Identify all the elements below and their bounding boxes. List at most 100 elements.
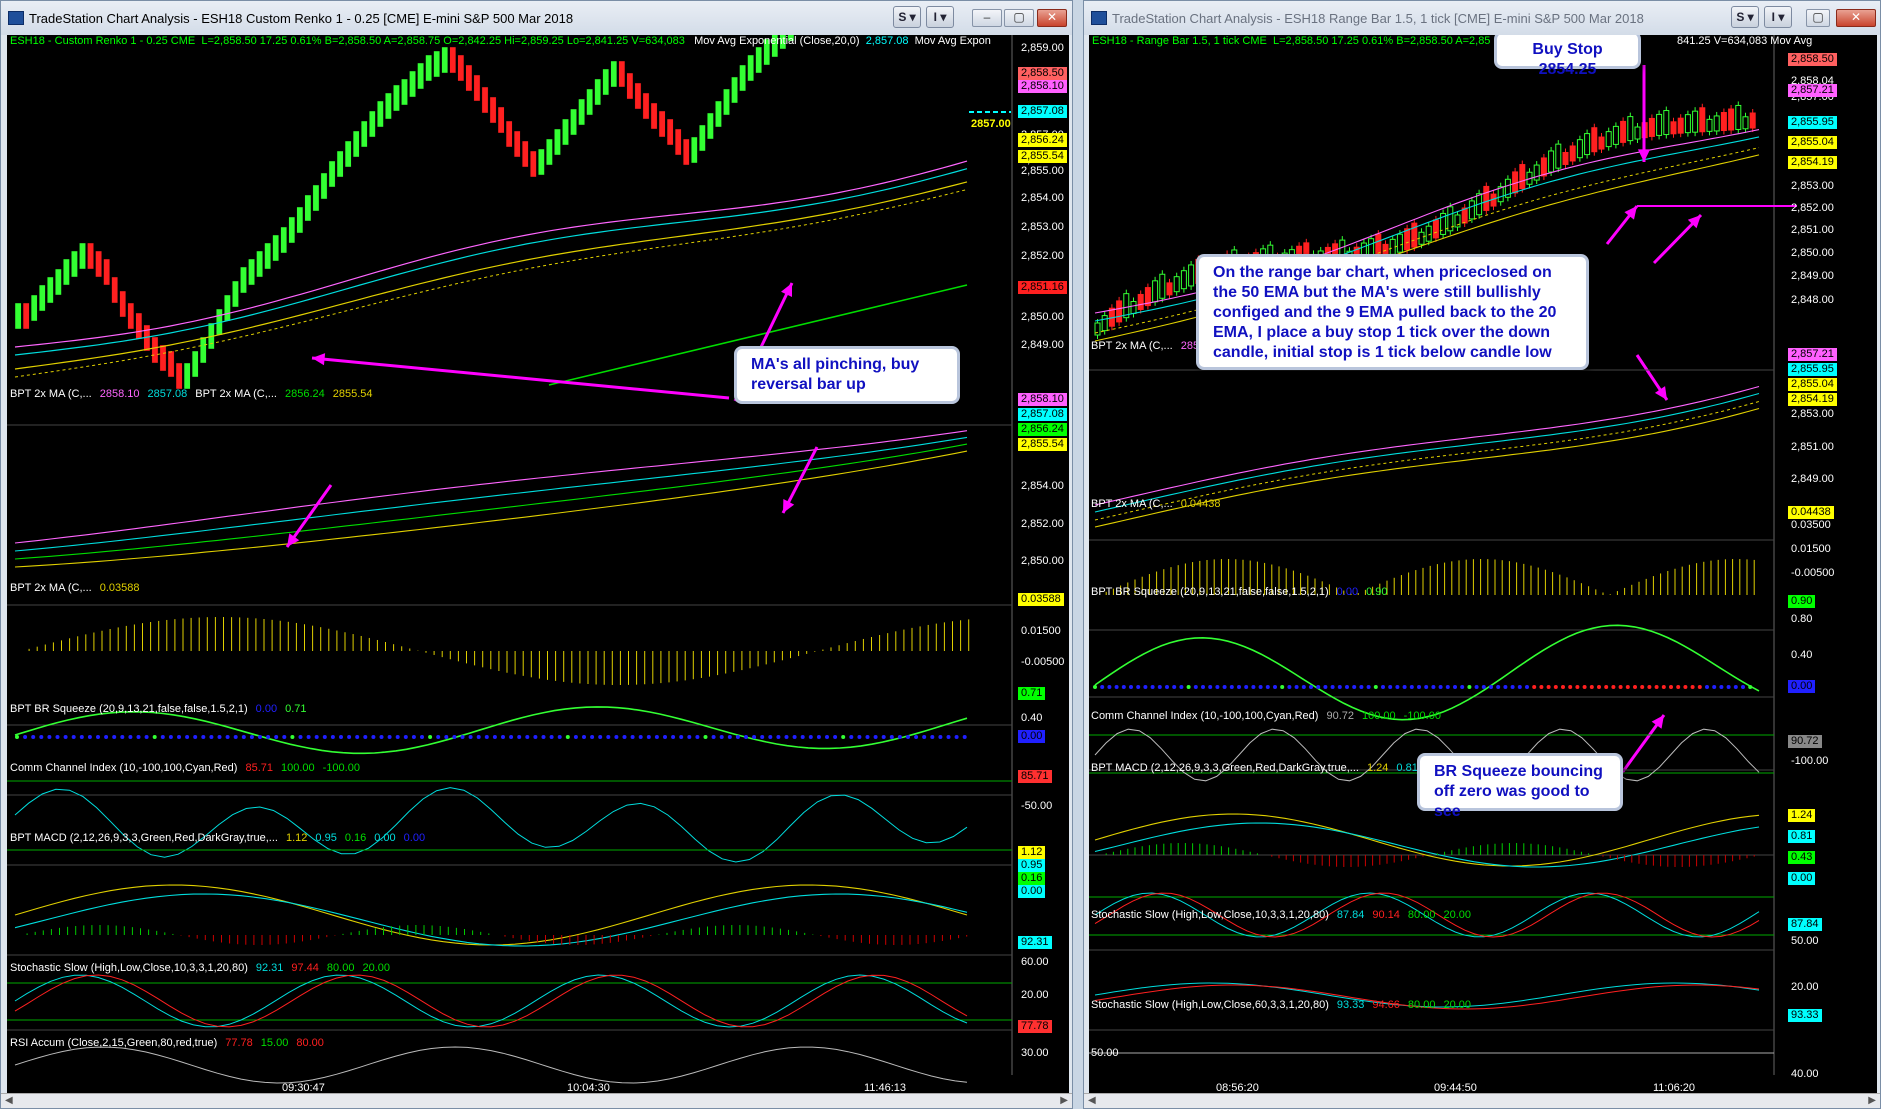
left-stoch-d: [14, 974, 968, 1028]
left-squeeze-dot: [492, 735, 497, 739]
left-squeeze-dot: [136, 735, 141, 739]
left-chart-window[interactable]: TradeStation Chart Analysis - ESH18 Cust…: [0, 0, 1073, 1109]
right-restore-button[interactable]: ▢: [1806, 9, 1830, 27]
right-squeeze-dot: [1251, 685, 1256, 689]
renko-brick: [691, 136, 698, 164]
right-squeeze-dot: [1273, 685, 1277, 689]
right-s-dropdown-button[interactable]: S ▾: [1731, 6, 1759, 28]
left-time-label: 10:04:30: [567, 1082, 610, 1094]
left-squeeze-axis-label: 0.40: [1021, 712, 1043, 724]
right-chart-plot[interactable]: [1089, 35, 1877, 1098]
right-squeeze-dot: [1229, 685, 1234, 689]
right-close-button[interactable]: ✕: [1836, 9, 1876, 27]
renko-brick: [441, 46, 449, 74]
right-candle-body: [1699, 107, 1706, 133]
right-squeeze-dot: [1129, 685, 1133, 689]
right-candle-body: [1677, 117, 1684, 134]
left-squeeze-dot: [881, 735, 886, 739]
renko-brick: [570, 108, 577, 136]
left-squeeze-dot: [735, 735, 740, 739]
renko-brick: [135, 312, 143, 340]
left-squeeze-dot: [509, 735, 514, 739]
right-squeeze-dot: [1294, 685, 1299, 689]
left-squeeze-dot: [752, 735, 757, 739]
right-symbol-header: ESH18 - Range Bar 1.5, 1 tick CME L=2,85…: [1092, 35, 1491, 47]
left-price-tag: 2,858.50: [1018, 67, 1067, 80]
renko-brick: [747, 54, 754, 82]
left-squeeze-dot: [663, 735, 667, 739]
left-maximize-button[interactable]: ▢: [1004, 9, 1034, 27]
right-squeeze-dot: [1438, 685, 1443, 689]
left-squeeze-label: BPT BR Squeeze (20,9,13,21,false,false,1…: [10, 703, 307, 715]
left-squeeze-dot: [298, 735, 303, 739]
renko-brick: [755, 46, 762, 74]
left-squeeze-dot: [484, 735, 489, 739]
renko-brick: [497, 106, 505, 134]
right-chart-window[interactable]: TradeStation Chart Analysis - ESH18 Rang…: [1083, 0, 1881, 1109]
renko-brick: [159, 344, 167, 372]
renko-brick: [666, 118, 674, 146]
left-squeeze-dot: [23, 735, 28, 739]
right-squeeze-dot: [1337, 685, 1342, 689]
arrow-2xma-left-head: [287, 533, 300, 547]
right-squeeze-dot: [1467, 685, 1472, 689]
right-price-axis-label: 2,853.00: [1791, 180, 1834, 192]
right-title-bar[interactable]: TradeStation Chart Analysis - ESH18 Rang…: [1084, 1, 1880, 35]
right-cci-axis-label: -100.00: [1791, 755, 1829, 767]
left-2xma-magenta: [14, 430, 968, 544]
renko-brick: [336, 150, 344, 178]
right-horizontal-scrollbar[interactable]: ◀ ▶: [1084, 1093, 1880, 1108]
left-stoch-axis-label: 60.00: [1021, 956, 1049, 968]
renko-brick: [151, 336, 159, 364]
left-squeeze-dot: [857, 735, 862, 739]
renko-brick: [546, 138, 553, 166]
left-squeeze-dot: [379, 735, 384, 739]
right-squeeze-dot: [1445, 685, 1450, 689]
left-title-bar[interactable]: TradeStation Chart Analysis - ESH18 Cust…: [1, 1, 1072, 35]
left-horizontal-scrollbar[interactable]: ◀ ▶: [1, 1093, 1072, 1108]
arrow-2xma-left: [285, 484, 333, 548]
right-stoch60-sub-label: 50.00: [1091, 1047, 1119, 1059]
right-candle-body: [1742, 116, 1749, 130]
right-stoch-tag: 87.84: [1788, 918, 1822, 931]
left-squeeze-dot: [638, 735, 643, 739]
right-stoch-label: Stochastic Slow (High,Low,Close,10,3,3,1…: [1091, 909, 1471, 921]
renko-brick: [674, 128, 682, 156]
left-close-button[interactable]: ✕: [1037, 9, 1067, 27]
renko-brick: [787, 35, 795, 42]
right-i-dropdown-button[interactable]: I ▾: [1764, 6, 1792, 28]
left-s-dropdown-button[interactable]: S ▾: [893, 6, 921, 28]
right-2xma-yellow-dashed: [1094, 401, 1760, 521]
right-squeeze-dot: [1546, 685, 1551, 689]
right-squeeze-dot: [1525, 685, 1529, 689]
left-hist-axis-label: 0.01500: [1021, 625, 1061, 637]
left-price-axis-label: 2,852.00: [1021, 250, 1064, 262]
right-squeeze-dot: [1726, 685, 1731, 689]
left-chart-plot[interactable]: [7, 35, 1069, 1098]
right-candle-body: [1137, 293, 1144, 310]
left-i-dropdown-button[interactable]: I ▾: [926, 6, 954, 28]
renko-brick: [224, 294, 231, 322]
left-squeeze-dot: [47, 735, 52, 739]
right-candle-body: [1684, 114, 1691, 134]
renko-brick: [22, 302, 30, 330]
renko-brick: [30, 294, 38, 322]
right-2xma-axis-label: 2,853.00: [1791, 408, 1834, 420]
right-candle-body: [1404, 228, 1411, 251]
right-squeeze-dot: [1654, 685, 1659, 689]
left-squeeze-dot: [363, 735, 368, 739]
renko-brick: [360, 120, 368, 148]
left-minimize-button[interactable]: –: [972, 9, 1002, 27]
right-squeeze-dot: [1697, 685, 1702, 689]
right-chart-area[interactable]: ESH18 - Range Bar 1.5, 1 tick CME L=2,85…: [1089, 35, 1877, 1098]
right-squeeze-dot: [1373, 685, 1378, 689]
right-squeeze-dot: [1561, 685, 1565, 689]
left-squeeze-dot: [31, 735, 36, 739]
right-candle-body: [1116, 300, 1123, 323]
renko-brick: [521, 140, 529, 168]
right-squeeze-dot: [1733, 685, 1738, 689]
right-candle-body: [1468, 200, 1475, 220]
left-chart-area[interactable]: ESH18 - Custom Renko 1 - 0.25 CME L=2,85…: [7, 35, 1069, 1098]
right-price-tag: 2,857.21: [1788, 84, 1837, 97]
right-squeeze-dot: [1143, 685, 1148, 689]
